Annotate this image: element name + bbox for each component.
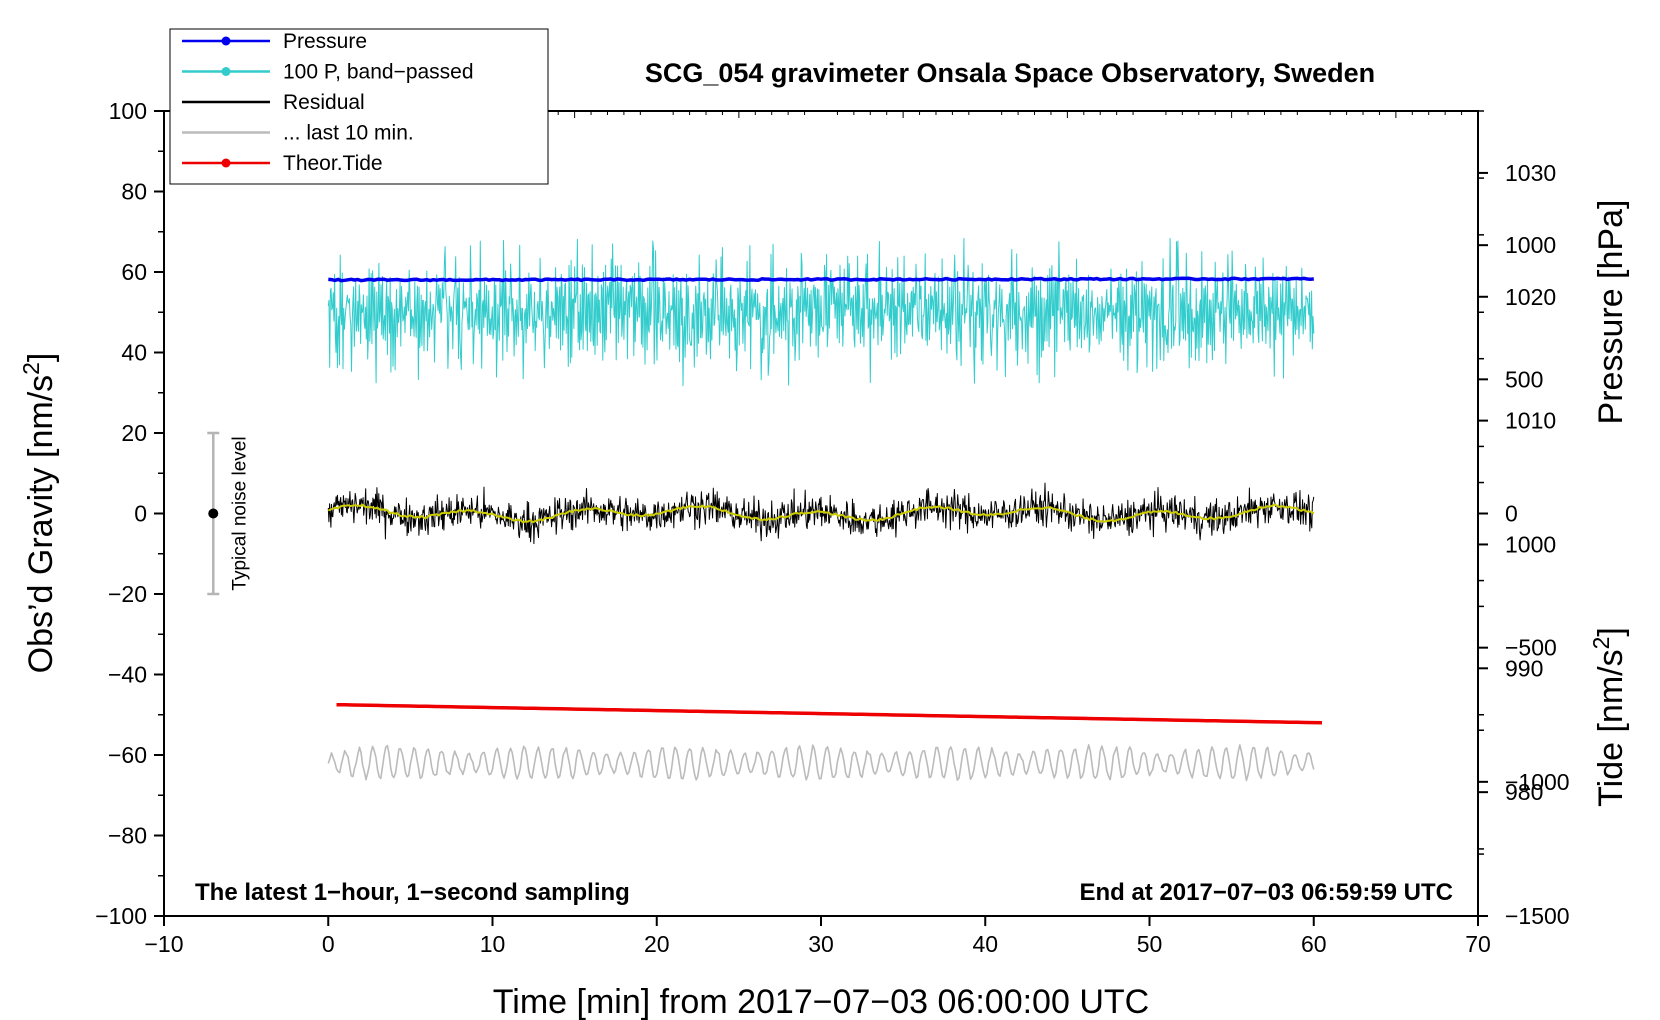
legend-entries: Pressure 100 P, band−passed Residual ... la… (182, 30, 474, 175)
y-tide-tick-label: 500 (1505, 366, 1543, 392)
x-tick-label: 20 (644, 931, 670, 957)
series-pressure-bandpassed (327, 238, 1315, 387)
x-tick-label: 40 (972, 931, 998, 957)
data-series (327, 238, 1323, 782)
legend-label: 100 P, band−passed (283, 61, 474, 84)
y-left-tick-label: 80 (121, 179, 147, 205)
y-left-tick-label: 0 (134, 501, 147, 527)
legend-label: Pressure (283, 30, 367, 53)
chart-title: SCG_054 gravimeter Onsala Space Observat… (645, 58, 1375, 88)
legend-box (169, 28, 549, 185)
annotation-end-time: End at 2017−07−03 06:59:59 UTC (1079, 879, 1453, 906)
series-last-10-min (327, 744, 1315, 782)
x-tick-label: 70 (1465, 931, 1491, 957)
series-residual-smoothed (327, 503, 1315, 524)
annotation-sampling: The latest 1−hour, 1−second sampling (195, 879, 630, 906)
legend-label: Residual (283, 91, 365, 114)
y-tide-tick-label: −500 (1505, 635, 1557, 661)
legend-marker (221, 36, 231, 46)
y-pressure-tick-label: 1020 (1505, 284, 1556, 310)
y-left-tick-label: −60 (108, 742, 147, 768)
series-theor-tide (336, 702, 1323, 725)
legend-marker (221, 158, 231, 168)
x-tick-label: 50 (1137, 931, 1163, 957)
y-pressure-tick-label: 980 (1505, 779, 1543, 805)
x-axis-label: Time [min] from 2017−07−03 06:00:00 UTC (493, 983, 1149, 1020)
x-tick-label: 0 (322, 931, 335, 957)
y-axis-label-pressure: Pressure [hPa] (1592, 200, 1630, 425)
y-pressure-tick-label: 1010 (1505, 408, 1556, 434)
noise-level-label: Typical noise level (229, 436, 250, 590)
y-left-tick-label: −80 (108, 823, 147, 849)
y-left-tick-label: 40 (121, 340, 147, 366)
y-axis-label-left: Obs’d Gravity [nm/s2] (18, 353, 60, 674)
x-tick-label: 10 (480, 931, 506, 957)
legend-label: Theor.Tide (283, 152, 383, 175)
x-tick-label: 60 (1301, 931, 1327, 957)
y-left-tick-label: −100 (95, 903, 147, 929)
y-left-tick-label: 20 (121, 420, 147, 446)
y-left-tick-label: 100 (109, 98, 147, 124)
legend-label: ... last 10 min. (283, 122, 414, 145)
axis-ticks: −10 0 10 20 30 40 50 60 70−100−80−60−40−20020406… (95, 98, 1569, 957)
legend-marker (221, 67, 231, 76)
y-pressure-tick-label: 1030 (1505, 160, 1556, 186)
noise-level-dot (208, 508, 219, 519)
y-tide-tick-label: 1000 (1505, 232, 1556, 258)
y-tide-tick-label: −1500 (1505, 903, 1570, 929)
y-left-tick-label: 60 (121, 259, 147, 285)
y-tide-tick-label: 0 (1505, 501, 1518, 527)
y-tide-tick-label: −1000 (1505, 769, 1570, 795)
x-tick-label: 30 (808, 931, 834, 957)
legend: Pressure 100 P, band−passed Residual ... la… (169, 28, 549, 185)
noise-level-indicator: Typical noise level (207, 431, 250, 596)
y-pressure-tick-label: 1000 (1505, 531, 1556, 557)
y-left-tick-label: −40 (108, 662, 147, 688)
y-axis-label-tide: Tide [nm/s2] (1588, 627, 1630, 807)
x-tick-label: −10 (144, 931, 183, 957)
series-residual (327, 482, 1315, 545)
y-pressure-tick-label: 990 (1505, 655, 1543, 681)
series-pressure (328, 276, 1315, 283)
y-left-tick-label: −20 (108, 581, 147, 607)
